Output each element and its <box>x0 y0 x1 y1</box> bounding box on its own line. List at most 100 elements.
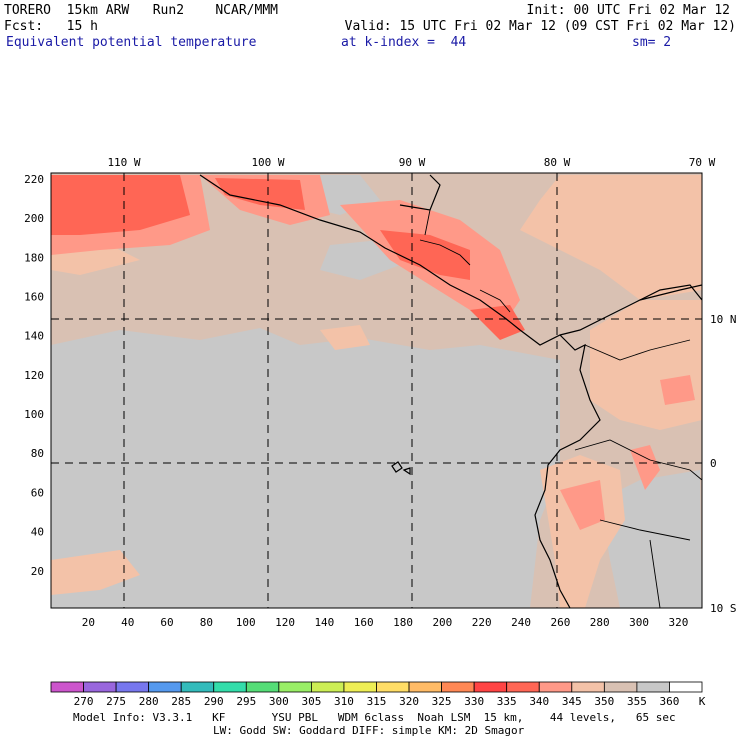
theta-e-330-335-region <box>51 175 525 340</box>
colorbar-swatch <box>278 681 312 693</box>
colorbar-level-label: 300 <box>269 695 289 708</box>
y-tick-label: 180 <box>24 251 44 264</box>
colorbar-level-label: 355 <box>627 695 647 708</box>
colorbar-level-label: 320 <box>399 695 419 708</box>
colorbar-unit-label: K <box>699 695 706 708</box>
x-tick-label: 60 <box>160 616 173 629</box>
colorbar-level-label: 340 <box>529 695 549 708</box>
y-tick-label: 20 <box>31 565 44 578</box>
x-tick-label: 20 <box>82 616 95 629</box>
caribbean-coast <box>639 284 702 301</box>
forecast-value: 15 h <box>66 19 98 34</box>
colorbar-level-label: 310 <box>334 695 354 708</box>
map-frame <box>50 172 703 609</box>
colorbar-level-label: 275 <box>106 695 126 708</box>
colorbar-swatch <box>148 681 182 693</box>
colorbar-swatch <box>538 681 573 693</box>
theta-e-340-345-region <box>51 175 702 608</box>
colorbar-swatch <box>473 681 508 693</box>
x-tick-label: 280 <box>590 616 610 629</box>
colorbar-level-label: 270 <box>74 695 94 708</box>
forecast-hour: Fcst: 15 h <box>4 19 98 35</box>
colorbar-level-label: 290 <box>204 695 224 708</box>
colorbar-level-label: 360 <box>660 695 680 708</box>
smoothing-label: sm= 2 <box>632 35 672 50</box>
colorbar-swatch <box>506 681 540 693</box>
colorbar-swatch <box>213 681 247 693</box>
longitude-label: 100 W <box>251 156 284 169</box>
model-info-line-2: LW: Godd SW: Goddard DIFF: simple KM: 2D… <box>213 724 525 737</box>
colorbar-level-label: 285 <box>171 695 191 708</box>
yucatan-coast <box>399 174 441 211</box>
pacific-coast-north <box>199 174 702 346</box>
graticule <box>51 173 702 608</box>
x-tick-label: 260 <box>550 616 570 629</box>
colorbar-swatch <box>343 681 377 693</box>
colorbar-level-label: 305 <box>301 695 321 708</box>
colorbar-swatch <box>83 681 117 693</box>
y-tick-label: 140 <box>24 330 44 343</box>
colorbar-swatch <box>376 681 410 693</box>
longitude-label: 80 W <box>544 156 571 169</box>
colorbar-level-label: 315 <box>367 695 387 708</box>
longitude-label: 90 W <box>399 156 426 169</box>
x-tick-label: 180 <box>393 616 413 629</box>
latitude-label: 10 N <box>710 313 737 326</box>
org-label: NCAR/MMM <box>215 3 278 18</box>
longitude-labels: 110 W 100 W 90 W 80 W 70 W <box>107 156 715 169</box>
latitude-label: 10 S <box>710 602 737 615</box>
colorbar-swatch <box>636 681 670 693</box>
y-tick-label: 100 <box>24 408 44 421</box>
y-tick-label: 160 <box>24 290 44 303</box>
colorbar: 270 275 280 285 290 295 300 305 310 315 320 325 330 3… <box>50 681 706 708</box>
colorbar-level-label: 280 <box>139 695 159 708</box>
colorbar-swatch <box>441 681 475 693</box>
x-tick-label: 160 <box>354 616 374 629</box>
latitude-label: 0 <box>710 457 717 470</box>
x-tick-label: 200 <box>432 616 452 629</box>
init-time: Init: 00 UTC Fri 02 Mar 12 <box>526 3 731 18</box>
x-tick-label: 100 <box>236 616 256 629</box>
valid-time: Valid: 15 UTC Fri 02 Mar 12 (09 CST Fri … <box>344 19 736 34</box>
longitude-label: 110 W <box>107 156 140 169</box>
x-tick-label: 80 <box>200 616 213 629</box>
coastlines <box>199 174 702 608</box>
x-tick-label: 240 <box>511 616 531 629</box>
x-tick-label: 40 <box>121 616 134 629</box>
field-name: Equivalent potential temperature <box>6 35 257 50</box>
y-tick-label: 120 <box>24 369 44 382</box>
y-tick-label: 40 <box>31 526 44 539</box>
header-line-1: TORERO 15km ARW Run2 NCAR/MMM <box>4 3 278 19</box>
colorbar-level-label: 345 <box>562 695 582 708</box>
model-resolution: 15km ARW <box>66 3 130 18</box>
forecast-label: Fcst: <box>4 19 44 34</box>
x-tick-label: 140 <box>314 616 334 629</box>
y-tick-label: 60 <box>31 486 44 499</box>
colorbar-level-label: 325 <box>432 695 452 708</box>
longitude-label: 70 W <box>689 156 716 169</box>
y-grid-ticks: 20 40 60 80 100 120 140 160 180 200 220 <box>24 173 44 578</box>
map-plot-area <box>51 173 702 608</box>
y-tick-label: 200 <box>24 212 44 225</box>
x-tick-label: 300 <box>629 616 649 629</box>
x-tick-label: 320 <box>668 616 688 629</box>
model-name: TORERO <box>4 3 51 18</box>
colorbar-level-label: 335 <box>497 695 517 708</box>
colorbar-swatch <box>115 681 150 693</box>
colorbar-level-label: 330 <box>464 695 484 708</box>
latitude-labels: 10 N 0 10 S <box>710 313 737 615</box>
colorbar-swatch <box>180 681 215 693</box>
x-tick-label: 220 <box>472 616 492 629</box>
x-grid-ticks: 20 40 60 80 100 120 140 160 180 200 220 240 260 280 30… <box>82 616 689 629</box>
south-america-west-coast <box>534 334 601 608</box>
run-label: Run2 <box>152 3 185 18</box>
colorbar-level-label: 350 <box>594 695 614 708</box>
colorbar-swatch <box>245 681 280 693</box>
country-borders <box>419 209 702 608</box>
colorbar-swatch <box>603 681 638 693</box>
colorbar-swatch <box>669 681 703 693</box>
galapagos-islands <box>391 461 411 476</box>
colorbar-swatch <box>408 681 442 693</box>
y-tick-label: 80 <box>31 447 44 460</box>
